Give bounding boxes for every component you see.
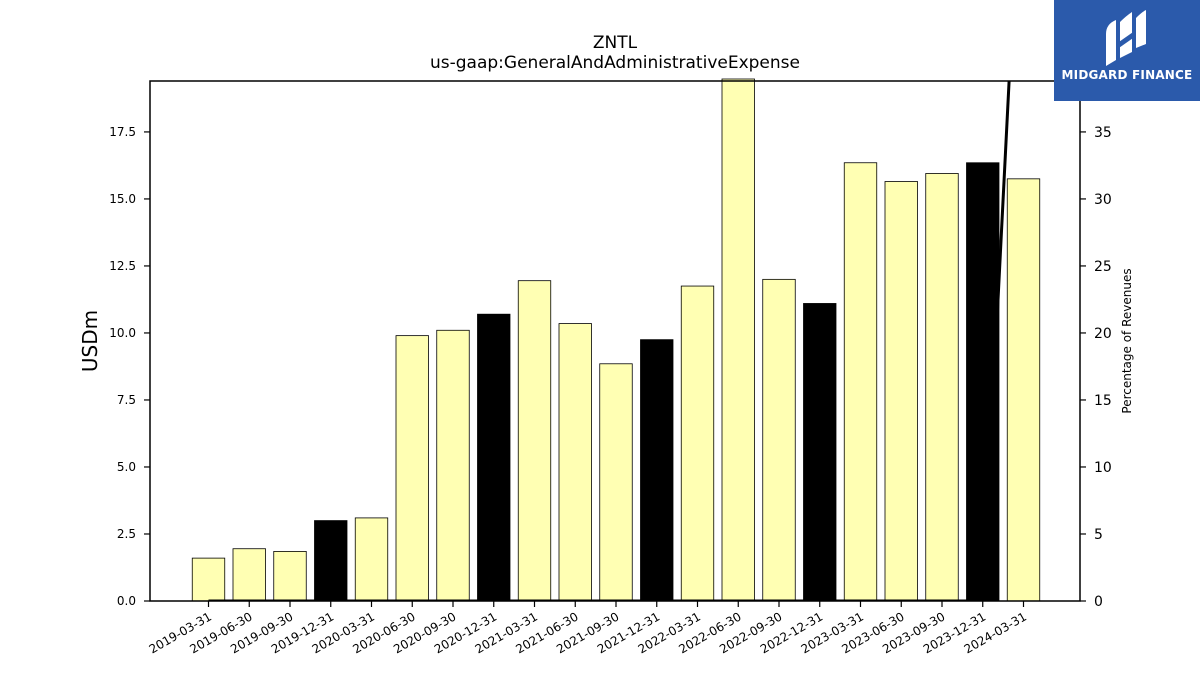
bar-2022-06-30 <box>721 78 755 602</box>
bar-2021-09-30 <box>599 363 633 602</box>
bar-2020-03-31 <box>354 517 389 602</box>
bar-2020-12-31 <box>477 313 511 602</box>
bar-2023-09-30 <box>925 173 959 602</box>
bar-2024-03-31 <box>1006 178 1041 602</box>
ytick-label-7: 17.5 <box>109 125 136 139</box>
ytick-label-1: 2.5 <box>117 527 136 541</box>
bar-2019-06-30 <box>232 548 266 602</box>
logo-text: MIDGARD FINANCE <box>1061 68 1193 82</box>
y2tick-label-7: 35 <box>1094 125 1112 141</box>
y2tick-label-5: 25 <box>1094 259 1112 275</box>
ytick-label-4: 10.0 <box>109 326 136 340</box>
y2tick-label-2: 10 <box>1094 460 1112 476</box>
bar-2022-03-31 <box>680 285 715 602</box>
y2tick-label-1: 5 <box>1094 527 1103 543</box>
bar-2021-06-30 <box>558 323 592 602</box>
y2-axis-label: Percentage of Revenues <box>1120 268 1134 413</box>
plot-frame <box>149 80 1081 602</box>
bars-group <box>191 78 1041 602</box>
bar-2019-03-31 <box>191 557 226 602</box>
y-axis-label: USDm <box>78 310 102 372</box>
ytick-label-0: 0.0 <box>117 594 136 608</box>
bar-2022-12-31 <box>803 303 837 602</box>
midgard-finance-logo: MIDGARD FINANCE <box>1054 0 1200 101</box>
right-axis-ticks: 0 5 10 15 20 25 30 35 <box>1080 125 1112 610</box>
chart-subtitle: us-gaap:GeneralAndAdministrativeExpense <box>430 53 800 73</box>
ytick-label-6: 15.0 <box>109 192 136 206</box>
y2tick-label-4: 20 <box>1094 326 1112 342</box>
bar-2021-03-31 <box>517 280 552 602</box>
ytick-label-3: 7.5 <box>117 393 136 407</box>
midgard-logo-icon <box>1106 10 1146 66</box>
bar-2019-12-31 <box>314 520 348 602</box>
bar-2022-09-30 <box>762 278 796 602</box>
bar-2020-09-30 <box>436 329 470 602</box>
bar-2021-12-31 <box>640 339 674 602</box>
ytick-label-5: 12.5 <box>109 259 136 273</box>
y2tick-label-3: 15 <box>1094 393 1112 409</box>
ytick-label-2: 5.0 <box>117 460 136 474</box>
chart-title: ZNTL <box>593 33 638 53</box>
left-axis-ticks: 0.0 2.5 5.0 7.5 10.0 12.5 15.0 17.5 <box>109 125 150 608</box>
bar-2023-06-30 <box>884 181 918 602</box>
bar-2019-09-30 <box>273 551 307 602</box>
y2tick-label-0: 0 <box>1094 594 1103 610</box>
bar-2023-03-31 <box>843 162 878 602</box>
bar-2020-06-30 <box>395 335 429 602</box>
x-axis-ticks: 2019-03-312019-06-302019-09-302019-12-31… <box>147 601 1029 656</box>
y2tick-label-6: 30 <box>1094 192 1112 208</box>
